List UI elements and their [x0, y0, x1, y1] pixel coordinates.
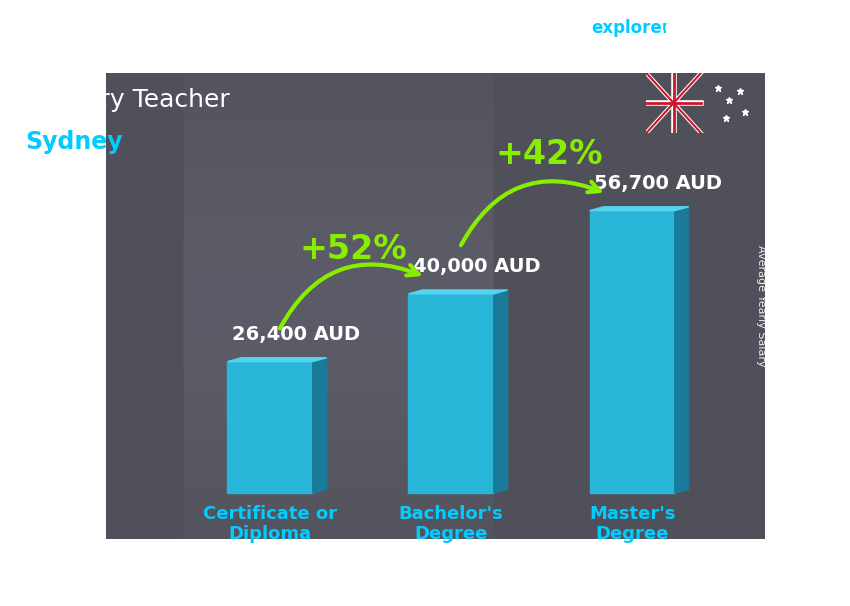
- Polygon shape: [675, 207, 688, 493]
- Text: +52%: +52%: [299, 233, 406, 266]
- Text: 56,700 AUD: 56,700 AUD: [594, 174, 722, 193]
- Text: 26,400 AUD: 26,400 AUD: [232, 325, 360, 344]
- Text: Salary Comparison By Education: Salary Comparison By Education: [26, 18, 687, 52]
- Polygon shape: [590, 207, 689, 211]
- Text: salary: salary: [540, 19, 597, 38]
- Bar: [409, 294, 494, 493]
- Polygon shape: [494, 290, 507, 493]
- Bar: [590, 211, 675, 493]
- Polygon shape: [228, 358, 326, 362]
- Text: Sydney: Sydney: [26, 130, 123, 155]
- Polygon shape: [313, 358, 326, 493]
- Text: Average Yearly Salary: Average Yearly Salary: [756, 245, 766, 367]
- Text: +42%: +42%: [496, 138, 604, 171]
- Text: .com: .com: [659, 19, 704, 38]
- Text: Bachelor's
Degree: Bachelor's Degree: [399, 505, 503, 544]
- Text: Master's
Degree: Master's Degree: [589, 505, 676, 544]
- Polygon shape: [409, 290, 507, 294]
- Text: 40,000 AUD: 40,000 AUD: [413, 257, 541, 276]
- Text: explorer: explorer: [591, 19, 670, 38]
- Text: Certificate or
Diploma: Certificate or Diploma: [203, 505, 337, 544]
- Bar: [228, 362, 313, 493]
- Text: Nursery Teacher: Nursery Teacher: [26, 88, 230, 112]
